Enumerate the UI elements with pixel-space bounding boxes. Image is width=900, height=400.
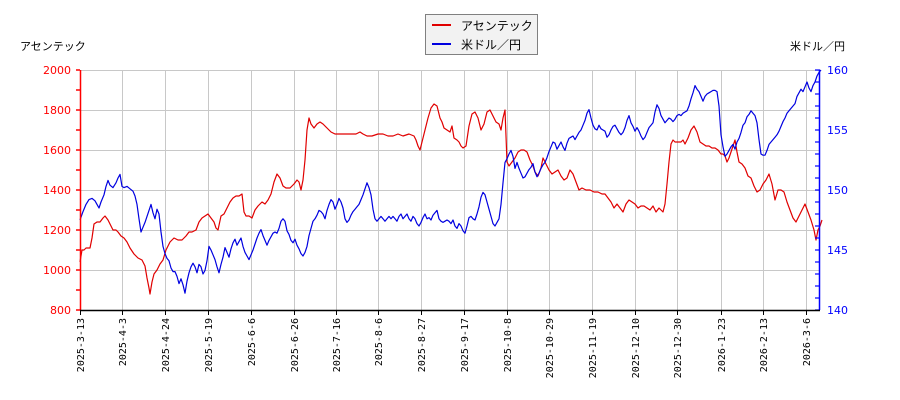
x-axis-label: 2025-12-30 [673, 318, 684, 378]
legend-label: 米ドル／円 [461, 37, 522, 52]
x-axis-label: 2025-8-6 [374, 318, 385, 366]
series-lines [79, 69, 823, 295]
axes: 800 1000 1200 1400 1600 1800 2000 140 145 150 155 1… [43, 64, 848, 378]
left-axis-label: 1200 [43, 224, 71, 237]
right-axis-label: 140 [827, 304, 848, 317]
left-axis-label: 1800 [43, 104, 71, 117]
right-axis-label: 150 [827, 184, 848, 197]
left-axis-label: 2000 [43, 64, 71, 77]
series-line [79, 103, 823, 295]
x-axis-label: 2025-9-17 [460, 318, 471, 372]
legend-swatch-blue [432, 43, 451, 45]
left-axis-title: アセンテック [20, 40, 86, 53]
x-axis-label: 2025-10-29 [545, 318, 556, 378]
x-axis-label: 2025-5-19 [204, 318, 215, 372]
left-axis-label: 800 [50, 304, 71, 317]
x-axis-label: 2025-10-8 [503, 318, 514, 372]
legend: アセンテック 米ドル／円 [425, 14, 538, 55]
legend-item-usdjpy: 米ドル／円 [432, 35, 521, 53]
grid-lines [80, 70, 820, 311]
left-axis-label: 1400 [43, 184, 71, 197]
series-line [79, 69, 822, 294]
x-axis-label: 2026-1-23 [717, 318, 728, 372]
legend-label: アセンテック [461, 18, 533, 33]
x-axis-label: 2025-8-27 [417, 318, 428, 372]
x-axis-label: 2025-12-10 [631, 318, 642, 378]
x-axis-label: 2025-6-26 [290, 318, 301, 372]
x-axis-label: 2025-3-13 [76, 318, 87, 372]
right-axis-title: 米ドル／円 [790, 40, 845, 53]
right-axis-label: 145 [827, 244, 848, 257]
legend-item-ascentech: アセンテック [432, 16, 533, 34]
x-axis-label: 2026-2-13 [759, 318, 770, 372]
x-axis-label: 2025-4-24 [161, 318, 172, 372]
left-axis-label: 1600 [43, 144, 71, 157]
x-axis-label: 2025-6-6 [247, 318, 258, 366]
x-axis-label: 2025-7-16 [332, 318, 343, 372]
x-axis-label: 2025-4-3 [118, 318, 129, 366]
x-axis-label: 2025-11-19 [588, 318, 599, 378]
left-axis-label: 1000 [43, 264, 71, 277]
legend-swatch-red [432, 24, 451, 26]
right-axis-label: 155 [827, 124, 848, 137]
right-axis-label: 160 [827, 64, 848, 77]
x-axis-label: 2026-3-6 [802, 318, 813, 366]
